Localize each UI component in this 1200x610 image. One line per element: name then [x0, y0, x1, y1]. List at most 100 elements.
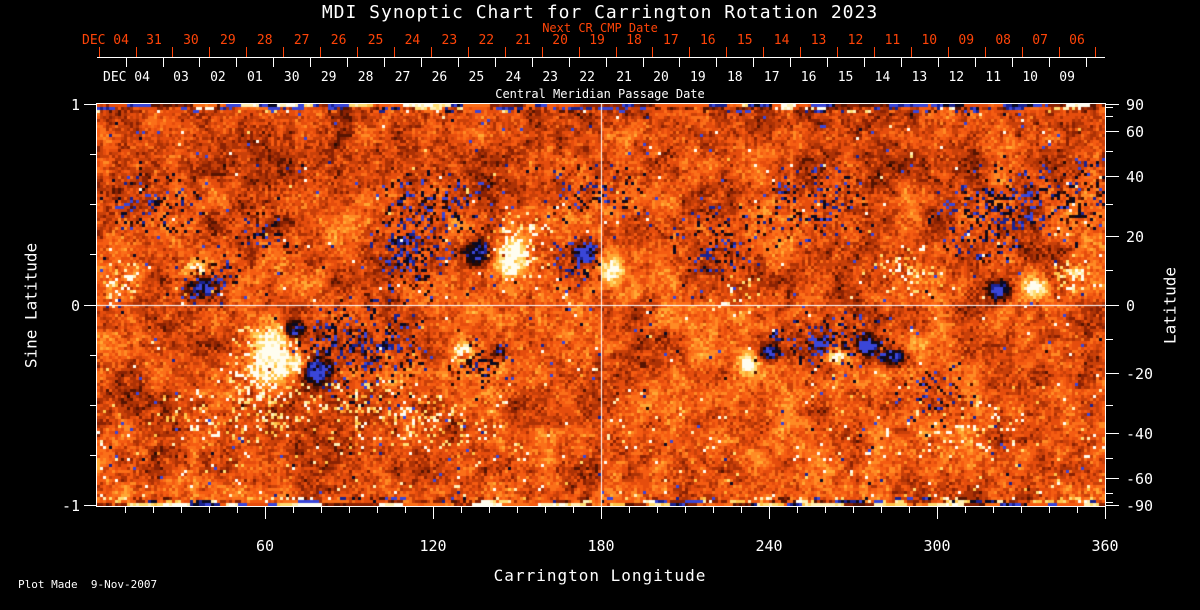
cmp-date-tick-label: 01: [247, 70, 263, 85]
longitude-major-tick: [769, 507, 770, 519]
longitude-tick-label: 60: [255, 537, 275, 555]
cmp-date-tick-label: 11: [985, 70, 1002, 85]
sine-latitude-minor-tick: [90, 254, 96, 256]
latitude-minor-tick: [1106, 116, 1113, 118]
longitude-minor-tick: [629, 507, 630, 513]
cmp-date-tick-label: 28: [357, 70, 374, 85]
red-date-tick-mark: [320, 47, 322, 57]
red-date-tick-mark: [947, 47, 949, 57]
cmp-date-tick-label: 02: [210, 70, 226, 85]
latitude-tick-label: -90: [1126, 497, 1154, 515]
longitude-minor-tick: [489, 507, 490, 513]
latitude-major-tick: [1106, 104, 1119, 105]
longitude-minor-tick: [573, 507, 574, 513]
longitude-tick-label: 240: [755, 537, 783, 555]
next-cr-cmp-date-label: Next CR CMP Date: [542, 21, 658, 35]
red-date-tick-label: 08: [995, 33, 1011, 48]
latitude-minor-tick: [1106, 204, 1113, 206]
cmp-date-tick-mark: [605, 58, 607, 67]
chart-title: MDI Synoptic Chart for Carrington Rotati…: [321, 2, 879, 23]
carrington-longitude-axis-title: Carrington Longitude: [493, 566, 707, 585]
sine-latitude-tick-label: 0: [70, 296, 80, 315]
cmp-date-tick-mark: [384, 58, 386, 67]
cmp-date-axis-line: [97, 57, 1105, 58]
cmp-date-tick-label: 24: [505, 70, 522, 85]
red-date-tick-label: 27: [293, 33, 310, 48]
cmp-date-tick-mark: [827, 58, 829, 67]
cmp-date-tick-mark: [864, 58, 866, 67]
cmp-date-tick-label: 13: [911, 70, 928, 85]
cmp-date-tick-mark: [457, 58, 459, 67]
longitude-minor-tick: [1049, 507, 1050, 513]
cmp-date-tick-label: 18: [726, 70, 743, 85]
longitude-tick-label: 360: [1091, 537, 1119, 555]
cmp-date-tick-mark: [642, 58, 644, 67]
longitude-minor-tick: [377, 507, 378, 513]
sine-latitude-minor-tick: [90, 204, 96, 206]
cmp-date-tick-label: 21: [616, 70, 632, 85]
sine-latitude-major-tick: [84, 304, 96, 306]
white-axis-month-label: DEC 04: [103, 70, 150, 85]
red-date-tick-mark: [800, 47, 802, 57]
magnetogram-plot-area: [96, 103, 1106, 507]
latitude-minor-tick: [1106, 107, 1113, 109]
latitude-tick-label: -60: [1126, 470, 1154, 489]
cmp-date-tick-label: 09: [1059, 70, 1075, 85]
red-date-tick-mark: [504, 47, 506, 57]
cmp-date-tick-label: 15: [837, 70, 854, 85]
red-date-tick-label: 07: [1032, 33, 1048, 48]
red-date-tick-mark: [541, 47, 543, 57]
longitude-minor-tick: [797, 507, 798, 513]
red-date-tick-mark: [430, 47, 432, 57]
sine-latitude-axis-title: Sine Latitude: [21, 242, 41, 369]
red-date-tick-label: 30: [183, 33, 199, 48]
latitude-minor-tick: [1106, 501, 1113, 503]
latitude-major-tick: [1106, 175, 1119, 177]
longitude-minor-tick: [657, 507, 658, 513]
cmp-date-tick-mark: [900, 58, 902, 67]
red-date-tick-mark: [98, 47, 100, 57]
cmp-date-tick-label: 25: [468, 70, 485, 85]
red-date-tick-label: 14: [773, 33, 790, 48]
cmp-date-tick-label: 19: [690, 70, 706, 85]
sine-latitude-minor-tick: [90, 454, 96, 456]
red-date-tick-mark: [246, 47, 248, 57]
red-date-tick-mark: [726, 47, 728, 57]
longitude-minor-tick: [321, 507, 322, 513]
red-date-tick-label: 21: [515, 33, 532, 48]
red-date-tick-mark: [467, 47, 469, 57]
cmp-date-tick-label: 03: [173, 70, 189, 85]
cmp-date-tick-mark: [1011, 58, 1013, 67]
red-date-tick-mark: [393, 47, 395, 57]
red-date-tick-label: 17: [663, 33, 679, 48]
red-date-tick-label: 20: [552, 33, 568, 48]
cmp-date-tick-mark: [790, 58, 792, 67]
cmp-date-tick-label: 26: [431, 70, 448, 85]
longitude-minor-tick: [181, 507, 182, 513]
longitude-minor-tick: [825, 507, 826, 513]
red-date-tick-label: 12: [847, 33, 864, 48]
red-date-tick-mark: [1058, 47, 1060, 57]
sine-latitude-minor-tick: [90, 154, 96, 156]
cmp-date-tick-mark: [347, 58, 349, 67]
longitude-major-tick: [937, 507, 938, 519]
cmp-date-tick-mark: [494, 58, 496, 67]
longitude-major-tick: [433, 507, 434, 519]
red-date-tick-label: 23: [441, 33, 458, 48]
sine-latitude-tick-label: -1: [61, 497, 80, 515]
cmp-date-tick-label: 22: [579, 70, 595, 85]
longitude-minor-tick: [1021, 507, 1022, 513]
red-date-tick-mark: [615, 47, 617, 57]
cmp-date-tick-mark: [236, 58, 238, 67]
red-date-tick-mark: [1095, 47, 1097, 57]
longitude-minor-tick: [741, 507, 742, 513]
cmp-date-tick-mark: [1048, 58, 1050, 67]
cmp-date-tick-mark: [679, 58, 681, 67]
latitude-major-tick: [1106, 130, 1119, 132]
longitude-tick-label: 180: [587, 537, 615, 555]
red-date-tick-label: 22: [478, 33, 495, 48]
sine-latitude-major-tick: [84, 505, 96, 506]
longitude-minor-tick: [237, 507, 238, 513]
cmp-date-tick-label: 29: [320, 70, 337, 85]
longitude-minor-tick: [293, 507, 294, 513]
